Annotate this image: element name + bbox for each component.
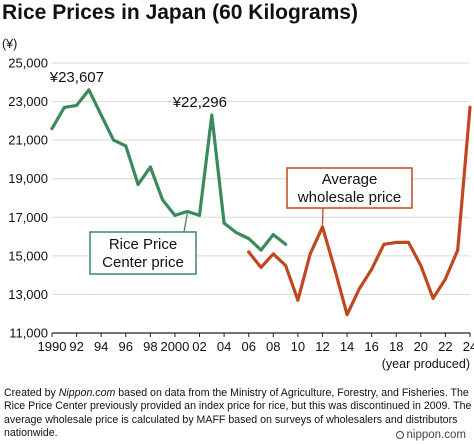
data-point [345,313,349,317]
series-line-1 [247,105,472,317]
data-point [394,240,398,244]
data-point [161,198,165,202]
x-tick-label: 96 [119,339,133,354]
x-tick-label: 10 [291,339,305,354]
data-point [87,88,91,92]
data-point [271,252,275,256]
data-point [382,242,386,246]
callout-box [286,167,413,209]
peak-value-label: ¥23,607 [49,69,104,86]
footnote-before: Created by [4,387,59,399]
data-point [284,264,288,267]
footnote: Created by Nippon.com based on data from… [4,387,474,441]
data-point [357,287,361,291]
footnote-after: based on data from the Ministry of Agric… [4,387,472,440]
series [50,88,472,317]
data-point [308,252,312,256]
callout-box [89,231,197,275]
data-point [185,210,189,213]
data-point [111,138,115,142]
data-point [431,296,435,300]
x-tick-label: 22 [438,339,452,354]
series-label: Center price [102,254,184,271]
brand-icon [395,430,404,439]
data-point [456,248,460,252]
brand-logo: nippon.com [395,429,466,441]
data-point [148,165,152,169]
y-tick-label: 17,000 [8,210,48,225]
data-point [247,250,251,254]
y-tick-label: 23,000 [8,94,48,109]
x-tick-label: 92 [69,339,83,354]
data-point [333,267,337,271]
x-tick-label: 06 [241,339,255,354]
x-tick-label: 12 [315,339,329,354]
rice-price-chart: Rice Prices in Japan (60 Kilograms) (¥) … [2,1,474,371]
data-point [407,240,411,244]
y-tick-label: 19,000 [8,171,48,186]
peak-value-label: ¥22,296 [172,94,227,111]
x-tick-label: 14 [340,339,354,354]
data-point [443,277,447,281]
x-tick-label: 18 [389,339,403,354]
callout-leader [183,213,188,233]
x-tick-label: 04 [217,339,231,354]
data-point [198,213,202,217]
data-point [75,103,79,107]
data-point [259,265,263,269]
x-tick-label: 94 [94,339,108,354]
data-point [50,127,54,131]
data-point [468,105,472,109]
x-tick-label: 20 [414,339,428,354]
x-axis-unit: (year produced) [382,357,470,371]
series-line-0 [50,88,288,252]
data-point [234,231,238,235]
x-tick-label: 08 [266,339,280,354]
x-tick-label: 1990 [38,339,67,354]
x-tick-label: 16 [364,339,378,354]
y-tick-label: 13,000 [8,287,48,302]
series-label: wholesale price [297,189,401,206]
data-point [210,113,214,117]
data-point [62,105,66,109]
data-point [271,233,275,237]
y-tick-label: 21,000 [8,133,48,148]
data-point [173,213,177,217]
series-label: Average [322,171,378,188]
axes: 11,000 13,000 15,000 17,000 19,000 21,000 23,0… [8,56,474,355]
data-point [419,264,423,267]
data-point [136,183,140,186]
data-point [284,242,288,246]
data-point [259,248,263,252]
series-label: Rice Price [109,236,177,253]
chart-title: Rice Prices in Japan (60 Kilograms) [2,1,358,24]
x-tick-label: 98 [143,339,157,354]
x-tick-label: 24 [463,339,474,354]
data-point [320,225,324,229]
brand-text: nippon.com [406,429,466,441]
data-point [99,113,103,117]
data-point [296,298,300,302]
data-point [124,144,128,148]
data-point [370,267,374,271]
footnote-source: Nippon.com [58,387,116,399]
y-axis-unit: (¥) [2,37,17,51]
y-tick-label: 25,000 [8,56,48,71]
y-tick-label: 11,000 [9,326,48,341]
callout-leader [321,207,324,225]
x-tick-label: 2000 [160,339,189,354]
x-tick-label: 02 [192,339,206,354]
data-point [222,221,226,225]
data-point [247,237,251,240]
y-tick-label: 15,000 [8,248,48,263]
